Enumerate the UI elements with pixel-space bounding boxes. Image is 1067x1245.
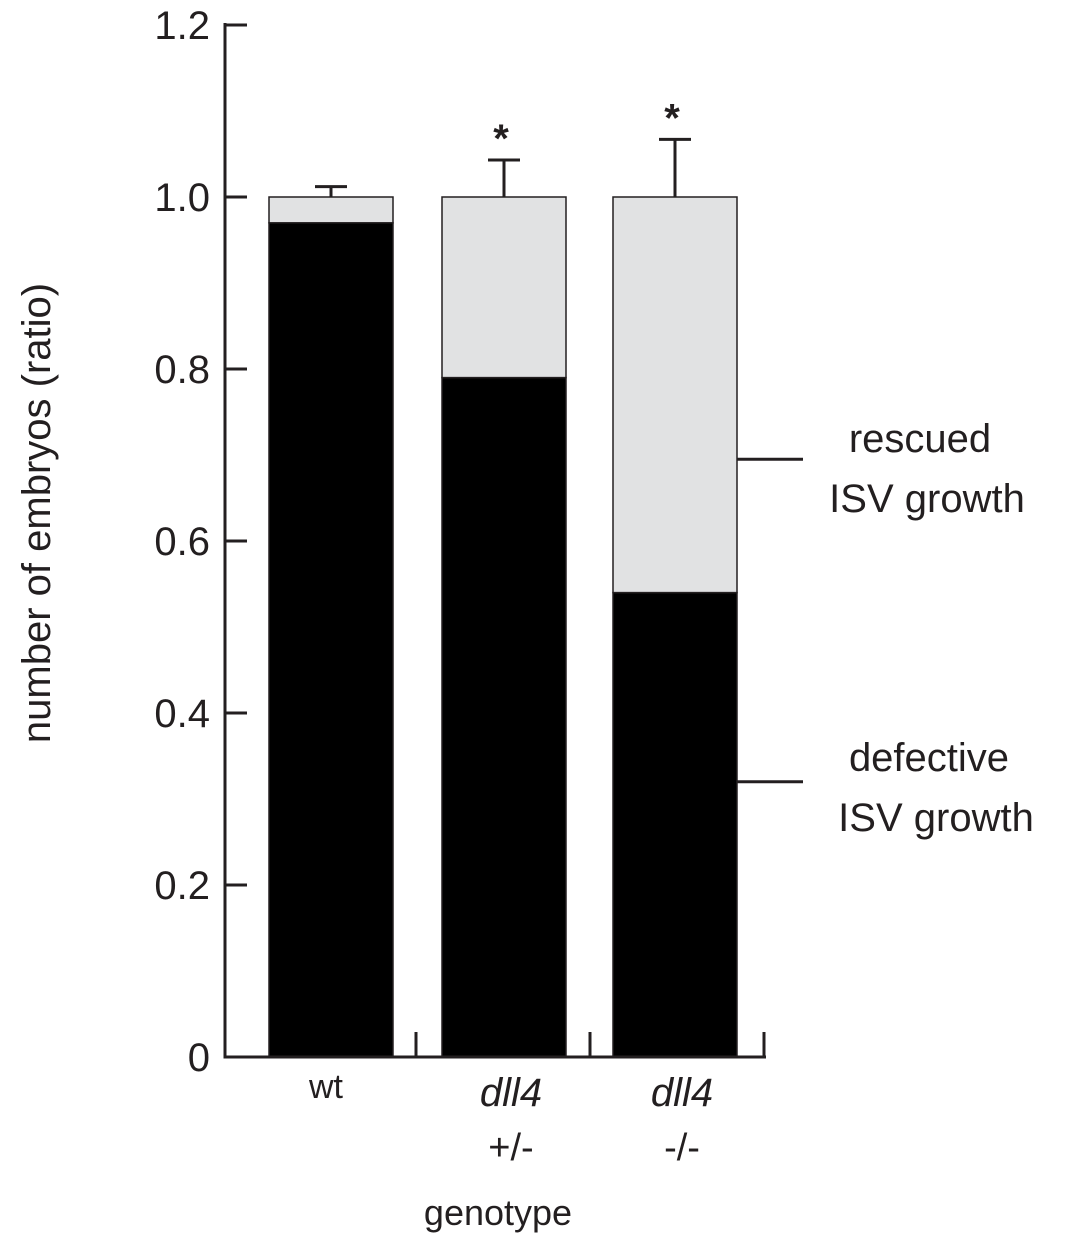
y-tick-label: 1.2: [154, 4, 210, 48]
y-tick-label: 0.4: [154, 692, 210, 736]
legend-label-rescued: ISV growth: [829, 477, 1025, 521]
y-tick-label: 0.2: [154, 864, 210, 908]
category-label: dll4: [480, 1071, 542, 1115]
legend-label-rescued: rescued: [849, 417, 991, 461]
bar-rescued: [441, 196, 567, 379]
bar-defective: [441, 376, 567, 1058]
y-axis-title: number of embryos (ratio): [15, 283, 59, 743]
y-axis: 0 0.2 0.4 0.6 0.8 1.0 1.2: [154, 4, 247, 1080]
y-tick-label: 0.8: [154, 348, 210, 392]
y-tick-label: 0: [188, 1036, 210, 1080]
legend-label-defective: ISV growth: [838, 796, 1034, 840]
significance-marker: *: [493, 117, 509, 161]
bar-defective: [612, 591, 738, 1058]
bar-defective: [268, 222, 394, 1058]
bars: * *: [268, 96, 738, 1058]
category-label: wt: [308, 1068, 344, 1106]
y-tick-label: 1.0: [154, 176, 210, 220]
category-sublabel: +/-: [488, 1127, 533, 1169]
x-axis-title: genotype: [424, 1192, 572, 1233]
bar-rescued: [612, 196, 738, 594]
y-tick-label: 0.6: [154, 520, 210, 564]
category-sublabel: -/-: [664, 1127, 700, 1169]
bar-rescued: [268, 196, 394, 224]
legend: rescued ISV growth defective ISV growth: [737, 417, 1034, 840]
category-label: dll4: [651, 1071, 713, 1115]
legend-label-defective: defective: [849, 736, 1009, 780]
significance-marker: *: [664, 96, 680, 140]
x-axis: wt dll4 +/- dll4 -/-: [223, 1032, 766, 1169]
